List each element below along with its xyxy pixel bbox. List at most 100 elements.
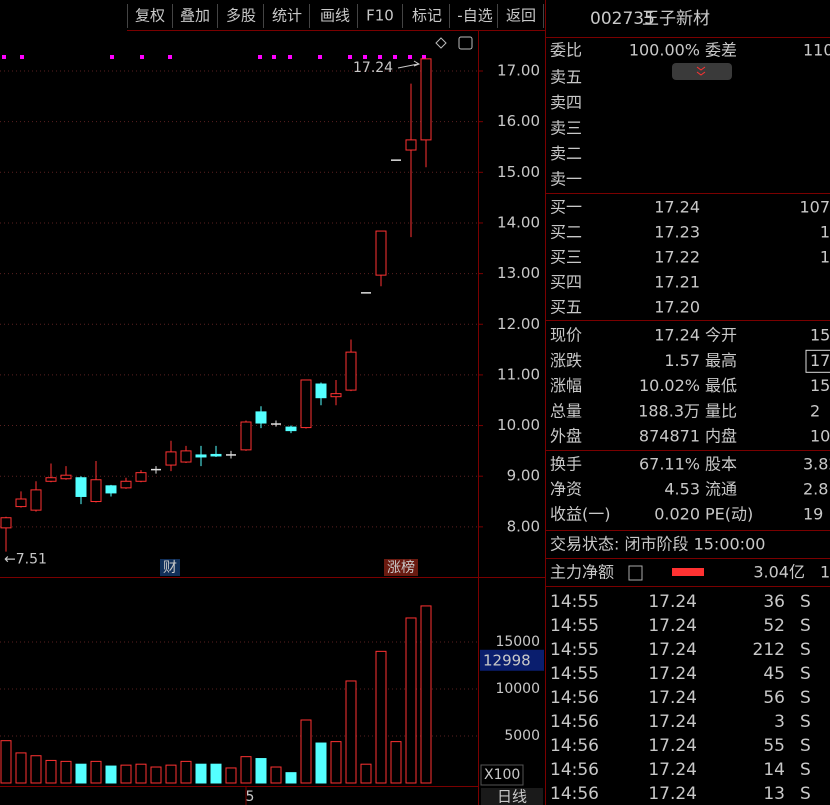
toolbar-label[interactable]: 统计 [272,7,302,25]
sell-label: 卖四 [550,93,582,112]
y-tick-label: 10.00 [497,416,540,434]
volume-bar [30,755,42,784]
diamond-icon[interactable] [435,37,447,49]
trade-time: 14:55 [550,664,599,684]
candle-body [405,139,417,151]
quote-value: 100.8 [810,427,830,446]
volume-tick-label: 10000 [495,681,540,697]
volume-bar [240,756,252,784]
candle-body [45,477,57,482]
candle-body [330,393,342,398]
toolbar-label[interactable]: 多股 [226,7,256,25]
trade-price: 17.24 [648,664,697,684]
quote-value: 15 [810,326,830,345]
toolbar-label[interactable]: 叠加 [180,7,210,25]
toolbar-label[interactable]: F10 [366,7,394,25]
sell-label: 卖五 [550,68,582,87]
buy-label: 买四 [550,273,582,292]
candle-body [300,379,312,429]
trade-volume: 3 [774,712,785,732]
volume-tick-label: 5000 [504,728,540,744]
candle-body [255,411,267,424]
volume-bar [120,764,132,784]
toolbar-label[interactable]: 复权 [135,7,165,25]
candle-body [315,383,327,399]
fund-value: 2.81 [803,480,830,499]
toolbar-label[interactable]: 画线 [320,7,350,25]
toolbar-button[interactable] [128,2,172,28]
trade-side: S [800,640,811,660]
volume-bar [330,741,342,784]
toolbar-label[interactable]: -自选 [457,7,492,25]
buy-price: 17.21 [654,273,700,292]
toolbar-button[interactable] [453,2,497,28]
buy-label: 买二 [550,223,582,242]
trade-time: 14:55 [550,640,599,660]
fund-value: 3.82 [803,455,830,474]
toolbar-button[interactable] [405,2,449,28]
flow-value: 3.04亿 [753,563,805,582]
volume-bar [180,760,192,784]
trade-side: S [800,664,811,684]
sell-label: 卖二 [550,144,582,163]
volume-bar [165,764,177,784]
high-arrow [397,60,421,69]
trade-volume: 36 [763,592,785,612]
collapse-button[interactable] [672,63,732,80]
candle-body [0,517,12,529]
toolbar-label[interactable]: 标记 [412,7,442,25]
y-tick-label: 12.00 [497,315,540,333]
toolbar-button[interactable] [358,2,402,28]
flow-bar [672,568,704,576]
sell-label: 卖一 [550,170,582,189]
trade-price: 17.24 [648,712,697,732]
candle-body [15,498,27,508]
volume-bar [225,767,237,784]
value: 100.00% [629,41,700,60]
trade-volume: 56 [763,688,785,708]
trade-side: S [800,688,811,708]
toolbar-label[interactable]: 返回 [506,7,536,25]
candle-body [165,451,177,466]
label: 委差 [705,41,737,60]
low-label: ←7.51 [4,552,47,568]
buy-volume: 1 [820,223,830,242]
period-tab[interactable] [481,788,543,805]
unit-label: X100 [484,767,520,783]
stock-code: 002735 [590,9,655,29]
trade-volume: 55 [763,736,785,756]
fund-label: PE(动) [705,505,753,524]
trade-price: 17.24 [648,640,697,660]
toolbar-button[interactable] [173,2,217,28]
y-tick-label: 8.00 [507,517,540,535]
quote-value: 17.24 [654,326,700,345]
volume-bar [285,772,297,784]
trade-time: 14:56 [550,736,599,756]
trade-price: 17.24 [648,592,697,612]
x-tick-label: 5 [246,789,255,805]
toolbar-button[interactable] [219,2,263,28]
period-label[interactable]: 日线 [497,788,527,805]
toolbar-button[interactable] [313,2,357,28]
toolbar-button[interactable] [265,2,309,28]
volume-bar [390,741,402,784]
panel-icon[interactable] [458,36,473,50]
volume-bar [15,752,27,784]
volume-bar [0,740,12,784]
candle-body [285,426,297,432]
quote-label: 现价 [550,326,582,345]
volume-bar [270,766,282,784]
fund-label: 流通 [705,480,737,499]
quote-value: 17 [810,351,830,370]
quote-label: 涨跌 [550,351,582,370]
volume-bar [345,680,357,784]
candle-body [180,450,192,463]
trade-time: 14:56 [550,688,599,708]
trade-status: 交易状态: 闭市阶段 15:00:00 [550,535,765,554]
trade-time: 14:55 [550,592,599,612]
toolbar-button[interactable] [499,2,543,28]
quote-label: 涨幅 [550,376,582,395]
candle-body [30,489,42,511]
volume-bar [255,758,267,784]
